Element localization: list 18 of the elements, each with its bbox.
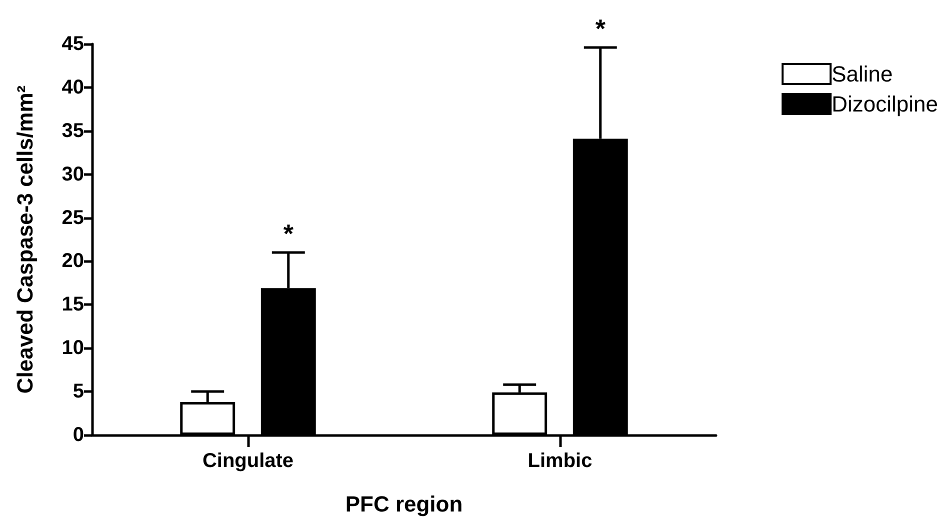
y-tick-label: 40 [62,76,84,98]
x-axis-title: PFC region [345,492,463,516]
y-tick-label: 35 [62,120,84,142]
y-tick-label: 5 [72,380,84,403]
y-tick-label: 25 [62,206,84,229]
x-tick-label: Limbic [528,450,592,472]
annotation: * [283,218,294,249]
y-tick-label: 15 [62,294,84,316]
y-tick-label: 20 [62,250,84,272]
legend-label: Saline [832,62,893,86]
y-tick-label: 45 [62,33,84,55]
x-tick-label: Cingulate [202,450,294,472]
legend-label: Dizocilpine [832,92,938,116]
text: * [595,13,606,44]
y-axis-title: Cleaved Caspase-3 cells/mm² [12,85,38,394]
y-tick-label: 10 [62,337,84,360]
y-tick-label: 0 [72,424,84,446]
y-tick-label: 30 [62,163,84,186]
